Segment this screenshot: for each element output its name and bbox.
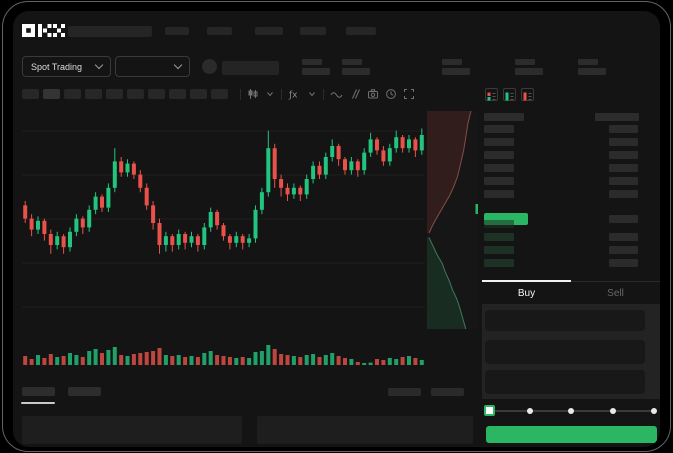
slider-handle[interactable] <box>484 405 495 416</box>
toolbar-divider <box>281 88 282 100</box>
ask-price-placeholder[interactable] <box>484 125 514 133</box>
amount-input-placeholder[interactable] <box>485 340 645 364</box>
app-window: Spot Trading ƒx Buy Sell <box>13 11 660 447</box>
chart-tools: ƒx <box>240 87 415 101</box>
active-tab-indicator <box>482 280 571 282</box>
line-tool-icon[interactable] <box>330 88 343 100</box>
bottom-filter-placeholder[interactable] <box>388 388 421 396</box>
timeframe-button-placeholder[interactable] <box>190 89 207 99</box>
pair-name-placeholder[interactable] <box>222 61 279 75</box>
bid-price-placeholder[interactable] <box>484 220 514 228</box>
chevron-down-icon <box>173 60 183 70</box>
timeframe-button-placeholder[interactable] <box>85 89 102 99</box>
ticker-stat <box>515 59 549 77</box>
total-input-placeholder[interactable] <box>485 370 645 394</box>
ask-price-placeholder[interactable] <box>484 177 514 185</box>
market-type-selector[interactable]: Spot Trading <box>22 56 111 77</box>
bid-price-placeholder[interactable] <box>484 233 514 241</box>
ask-price-placeholder[interactable] <box>484 138 514 146</box>
tab-sell[interactable]: Sell <box>571 286 660 300</box>
parallel-lines-icon[interactable] <box>349 88 361 100</box>
candlestick-chart[interactable] <box>22 111 425 367</box>
timeframe-button-placeholder[interactable] <box>169 89 186 99</box>
bid-price-placeholder[interactable] <box>484 246 514 254</box>
nav-item-placeholder[interactable] <box>255 27 283 35</box>
nav-item-placeholder[interactable] <box>207 27 232 35</box>
timeframe-button-placeholder[interactable] <box>148 89 165 99</box>
slider-stop-dot[interactable] <box>651 408 657 414</box>
nav-item-placeholder[interactable] <box>300 27 326 35</box>
ticker-stat <box>342 59 376 77</box>
orderbook-amount-header-placeholder <box>595 113 639 121</box>
orders-panel-placeholder <box>22 416 242 444</box>
pair-coin-icon[interactable] <box>202 59 217 74</box>
ask-price-placeholder[interactable] <box>484 190 514 198</box>
indicator-icon[interactable]: ƒx <box>288 88 301 101</box>
ticker-stat <box>442 59 476 77</box>
ticker-stat <box>302 59 336 77</box>
bottom-tab-active-placeholder[interactable] <box>22 387 55 396</box>
svg-text:ƒx: ƒx <box>288 91 298 101</box>
chevron-down-icon <box>94 60 104 70</box>
timeframe-button-placeholder[interactable] <box>64 89 81 99</box>
chevron-down-icon[interactable] <box>307 89 317 99</box>
slider-stop-dot[interactable] <box>609 408 616 414</box>
chart-type-icon[interactable] <box>247 88 259 100</box>
ask-price-placeholder[interactable] <box>484 164 514 172</box>
tab-buy[interactable]: Buy <box>482 286 571 300</box>
bottom-filter-placeholder[interactable] <box>431 388 464 396</box>
bid-amount-placeholder <box>609 233 638 241</box>
bottom-tab-placeholder[interactable] <box>68 387 101 396</box>
ask-amount-placeholder <box>609 151 638 159</box>
nav-item-placeholder[interactable] <box>165 27 189 35</box>
nav-item-placeholder[interactable] <box>346 27 376 35</box>
camera-icon[interactable] <box>367 88 379 100</box>
timeframe-button-placeholder[interactable] <box>22 89 39 99</box>
bid-price-placeholder[interactable] <box>484 259 514 267</box>
orderbook-asks-view-icon[interactable] <box>521 88 534 101</box>
clock-icon[interactable] <box>385 88 397 100</box>
chevron-down-icon[interactable] <box>265 89 275 99</box>
timeframe-button-placeholder[interactable] <box>127 89 144 99</box>
bottom-active-tab-indicator <box>21 402 55 404</box>
trade-panel: Buy Sell <box>482 83 660 447</box>
tab-divider <box>482 281 660 282</box>
timeframe-button-placeholder[interactable] <box>43 89 60 99</box>
depth-chart[interactable] <box>427 111 478 329</box>
ask-amount-placeholder <box>609 125 638 133</box>
toolbar-divider <box>240 88 241 100</box>
timeframe-button-placeholder[interactable] <box>211 89 228 99</box>
orderbook-price-header-placeholder <box>484 113 524 121</box>
ask-amount-placeholder <box>609 164 638 172</box>
orderbook-split-view-icon[interactable] <box>485 88 498 101</box>
bid-amount-placeholder <box>609 259 638 267</box>
bid-amount-placeholder <box>609 246 638 254</box>
okx-logo[interactable] <box>22 24 66 42</box>
ask-amount-placeholder <box>609 190 638 198</box>
slider-stop-dot[interactable] <box>568 408 574 414</box>
header-title-placeholder[interactable] <box>68 26 152 37</box>
orderbook-bids-view-icon[interactable] <box>503 88 516 101</box>
orderbook-view-toggles <box>485 88 539 107</box>
toolbar-divider <box>323 88 324 100</box>
tab-buy-label: Buy <box>517 287 536 299</box>
ask-amount-placeholder <box>609 177 638 185</box>
market-type-label: Spot Trading <box>31 61 83 72</box>
ask-price-placeholder[interactable] <box>484 151 514 159</box>
ask-amount-placeholder <box>609 138 638 146</box>
history-panel-placeholder <box>257 416 473 444</box>
price-input-placeholder[interactable] <box>485 310 645 331</box>
tab-sell-label: Sell <box>607 287 624 299</box>
fullscreen-icon[interactable] <box>403 88 415 100</box>
orderbook-amount-placeholder <box>609 215 638 223</box>
ticker-stat <box>578 59 612 77</box>
pair-search-dropdown[interactable] <box>115 56 190 77</box>
submit-order-button[interactable] <box>486 426 657 443</box>
slider-stop-dot[interactable] <box>526 408 533 414</box>
timeframe-button-placeholder[interactable] <box>106 89 123 99</box>
